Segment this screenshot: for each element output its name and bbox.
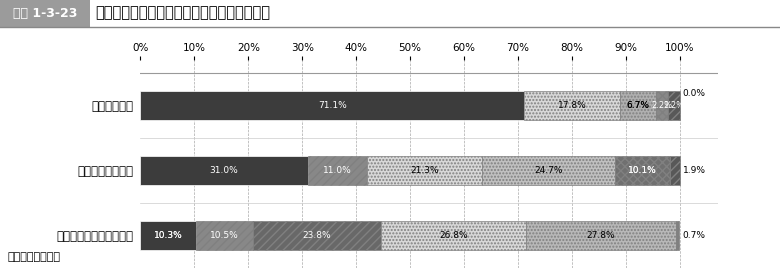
Bar [668,91,680,120]
Text: 26.8%: 26.8% [439,231,467,240]
Bar [307,156,367,185]
Text: 21.3%: 21.3% [410,166,438,175]
Text: 10.3%: 10.3% [154,231,183,240]
Bar [669,156,680,185]
Bar [140,156,307,185]
Bar [526,221,675,250]
Bar [656,91,668,120]
Text: 2.2%: 2.2% [663,101,685,110]
Text: 71.1%: 71.1% [317,101,346,110]
Bar [615,156,669,185]
Text: 10.1%: 10.1% [628,166,657,175]
Bar [620,91,656,120]
Text: 31.0%: 31.0% [210,166,239,175]
Text: 1.9%: 1.9% [682,166,706,175]
Text: 特定分野における事業継続に関する実態調査: 特定分野における事業継続に関する実態調査 [95,6,270,20]
Bar [482,156,615,185]
Text: 17.8%: 17.8% [558,101,587,110]
Bar [381,221,526,250]
Text: 23.8%: 23.8% [303,231,331,240]
Bar [675,221,679,250]
Text: 6.7%: 6.7% [626,101,650,110]
Text: 24.7%: 24.7% [534,166,562,175]
Text: 6.7%: 6.7% [626,101,650,110]
Bar [524,91,620,120]
Text: 出典：内閣府資料: 出典：内閣府資料 [8,252,61,262]
Bar [253,221,381,250]
Text: 10.1%: 10.1% [628,166,657,175]
Text: 27.8%: 27.8% [587,231,615,240]
Bar [140,91,524,120]
Text: 11.0%: 11.0% [323,166,352,175]
Bar [140,221,196,250]
Text: 10.5%: 10.5% [210,231,239,240]
Text: 0.7%: 0.7% [682,231,706,240]
Text: 0.0%: 0.0% [682,89,706,98]
Bar [367,156,482,185]
Text: 2.2%: 2.2% [651,101,672,110]
Text: 図表 1-3-23: 図表 1-3-23 [13,7,77,20]
Bar [196,221,253,250]
Text: 10.3%: 10.3% [154,231,183,240]
